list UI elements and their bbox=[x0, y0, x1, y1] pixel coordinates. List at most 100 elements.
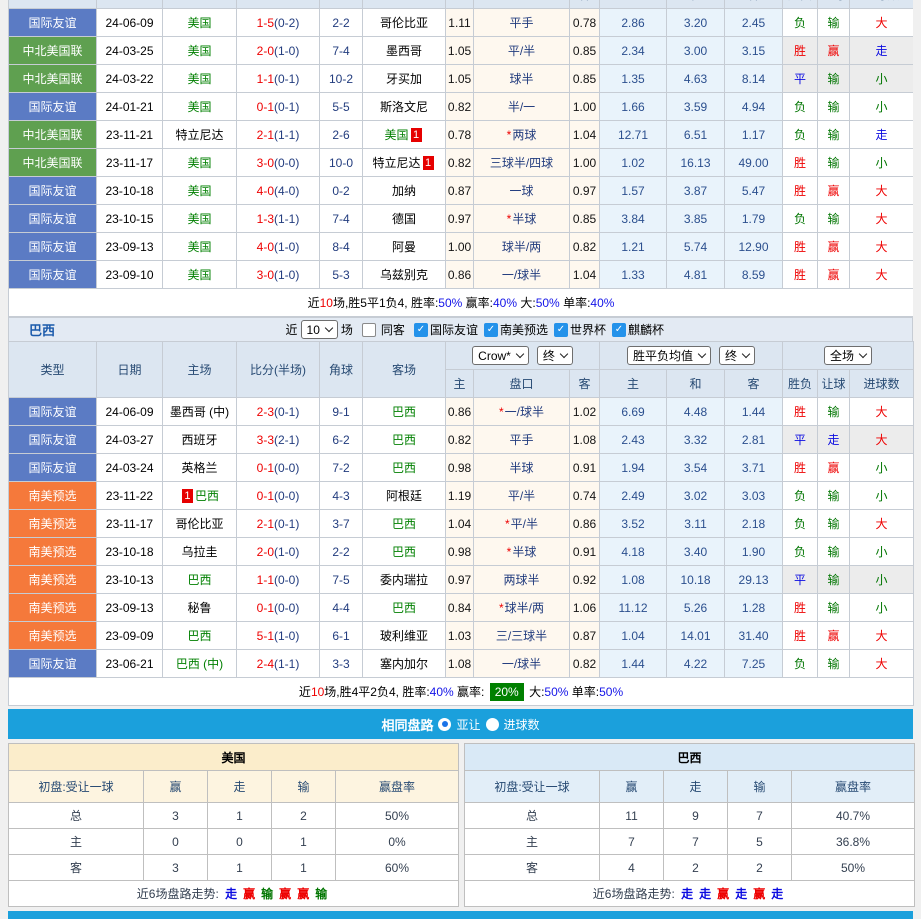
handicap-cell: *平/半 bbox=[473, 509, 570, 538]
early-odds-star: * bbox=[498, 601, 504, 615]
compare-col-header: 赢 bbox=[599, 770, 665, 803]
home-team-cell: 哥伦比亚 bbox=[162, 509, 237, 538]
trend-cell: 近6场盘路走势: 走走赢走赢走 bbox=[464, 880, 916, 907]
home-team-cell: 特立尼达 bbox=[162, 120, 237, 149]
league-type-cell: 国际友谊 bbox=[8, 92, 97, 121]
away-odds-cell: 0.82 bbox=[568, 649, 601, 678]
draw-mean-odds-cell: 3.85 bbox=[666, 204, 725, 233]
handicap-cell: 半球 bbox=[473, 453, 570, 482]
record-summary: 近10场,胜4平2负4, 胜率:40% 赢率: 20% 大:50% 单率:50% bbox=[7, 677, 915, 706]
away-odds-cell: 0.85 bbox=[569, 204, 600, 233]
away-odds-cell: 1.08 bbox=[568, 425, 601, 454]
draw-mean-odds-cell: 5.26 bbox=[666, 593, 726, 622]
handicap-cell: *一/球半 bbox=[473, 397, 570, 426]
early-odds-star: * bbox=[506, 128, 512, 142]
brazil-summary-row: 近10场,胜4平2负4, 胜率:40% 赢率: 20% 大:50% 单率:50% bbox=[7, 677, 915, 706]
corner-cell: 10-0 bbox=[319, 148, 363, 177]
mean-odds-value: 胜平负均值 bbox=[633, 349, 694, 363]
home-team-cell: 西班牙 bbox=[162, 425, 237, 454]
trend-label: 近6场盘路走势: bbox=[592, 887, 679, 901]
away-odds-cell: 1.00 bbox=[569, 92, 600, 121]
away-odds-cell: 1.04 bbox=[569, 260, 600, 289]
result-cell: 平 bbox=[782, 565, 819, 594]
date-cell: 23-11-22 bbox=[96, 481, 163, 510]
same-away-checkbox[interactable] bbox=[361, 322, 376, 337]
home-odds-cell: 0.98 bbox=[445, 453, 474, 482]
result-cell: 负 bbox=[782, 481, 819, 510]
record-summary: 近10场,胜5平1负4, 胜率:50% 赢率:40% 大:50% 单率:40% bbox=[8, 288, 913, 317]
goals-result-cell: 走 bbox=[849, 36, 913, 65]
league-type-cell: 南美预选 bbox=[8, 509, 97, 538]
date-cell: 23-11-17 bbox=[96, 509, 163, 538]
match-row: 中北美国联 23-11-17 美国 3-0(0-0) 10-0 特立尼达 1 0.82 三球半/… bbox=[8, 148, 913, 177]
score-cell: 0-1(0-0) bbox=[236, 593, 320, 622]
checkbox-league-0[interactable]: ✓ bbox=[413, 322, 428, 337]
col-handicap-result: 让球 bbox=[817, 369, 851, 398]
draw-mean-odds-cell: 3.20 bbox=[666, 8, 725, 37]
trend-result-char: 走 bbox=[225, 887, 238, 901]
home-team-cell: 美国 bbox=[162, 204, 237, 233]
mean-odds-select[interactable]: 胜平负均值 bbox=[627, 346, 712, 365]
away-odds-cell: 0.82 bbox=[569, 232, 600, 261]
odds-stage-select[interactable]: 终 bbox=[536, 346, 573, 365]
score-cell: 2-0(1-0) bbox=[236, 36, 320, 65]
asian-handicap-radio[interactable] bbox=[438, 717, 452, 731]
compare-value-cell: 0 bbox=[207, 828, 272, 855]
early-odds-star: * bbox=[498, 405, 504, 419]
draw-mean-odds-cell: 16.13 bbox=[666, 148, 725, 177]
match-row: 国际友谊 24-06-09 美国 1-5(0-2) 2-2 哥伦比亚 1.11 平手 0.78 2… bbox=[8, 8, 913, 37]
trend-result-char: 输 bbox=[261, 887, 274, 901]
away-team-cell: 巴西 bbox=[362, 593, 446, 622]
away-team-cell: 阿曼 bbox=[362, 232, 446, 261]
away-odds-cell: 0.97 bbox=[569, 176, 600, 205]
league-type-cell: 国际友谊 bbox=[8, 649, 97, 678]
mean-stage-select[interactable]: 终 bbox=[719, 346, 756, 365]
handicap-cell: 平/半 bbox=[473, 36, 570, 65]
away-team-cell: 斯洛文尼 bbox=[362, 92, 446, 121]
away-team-cell: 德国 bbox=[362, 204, 446, 233]
checkbox-league-2[interactable]: ✓ bbox=[553, 322, 568, 337]
col-mean-away: 客 bbox=[724, 369, 784, 398]
home-mean-odds-cell: 1.94 bbox=[599, 453, 668, 482]
scope-select[interactable]: 全场 bbox=[824, 346, 873, 365]
away-mean-odds-cell: 3.15 bbox=[724, 36, 783, 65]
goals-result-cell: 大 bbox=[849, 425, 915, 454]
handicap-result-cell: 输 bbox=[817, 397, 851, 426]
away-mean-odds-cell: 4.94 bbox=[724, 92, 783, 121]
checkbox-league-1[interactable]: ✓ bbox=[483, 322, 498, 337]
col-corner: 角球 bbox=[319, 341, 363, 398]
compare-value-cell: 3 bbox=[143, 802, 208, 829]
match-row: 国际友谊 23-10-18 美国 4-0(4-0) 0-2 加纳 0.87 一球 0.97 1.5… bbox=[8, 176, 913, 205]
handicap-result-cell: 赢 bbox=[817, 621, 851, 650]
home-team-cell: 巴西 bbox=[162, 565, 237, 594]
home-team-cell: 美国 bbox=[162, 176, 237, 205]
away-mean-odds-cell: 2.81 bbox=[724, 425, 784, 454]
bookmaker-select-value: Crow* bbox=[478, 348, 511, 363]
col-mean-home: 主 bbox=[599, 0, 667, 9]
away-odds-cell: 0.74 bbox=[568, 481, 601, 510]
draw-mean-odds-cell: 5.74 bbox=[666, 232, 725, 261]
corner-cell: 10-2 bbox=[319, 64, 363, 93]
checkbox-league-3[interactable]: ✓ bbox=[611, 322, 626, 337]
row-label-cell: 主 bbox=[8, 828, 144, 855]
handicap-result-cell: 输 bbox=[817, 8, 850, 37]
mean-select-group: 胜平负均值 终 bbox=[599, 341, 784, 370]
home-odds-cell: 1.08 bbox=[445, 649, 474, 678]
bookmaker-select[interactable]: Crow* bbox=[472, 346, 529, 365]
draw-mean-odds-cell: 3.59 bbox=[666, 92, 725, 121]
league-label: 国际友谊 bbox=[429, 323, 478, 337]
goals-result-cell: 大 bbox=[849, 397, 915, 426]
col-mean-home: 主 bbox=[599, 369, 668, 398]
corner-cell: 9-1 bbox=[319, 397, 363, 426]
compare-value-cell: 50% bbox=[334, 802, 460, 829]
handicap-cell: *半球 bbox=[473, 537, 570, 566]
col-away-odds: 客 bbox=[569, 0, 600, 9]
summary-segment: 50% bbox=[599, 685, 624, 699]
rank-badge: 1 bbox=[181, 489, 193, 503]
compare-data-row: 客 4 2 2 50% bbox=[464, 854, 916, 881]
match-row: 国际友谊 23-06-21 巴西 (中) 2-4(1-1) 3-3 塞内加尔 1.08 一/球… bbox=[8, 649, 915, 678]
match-row: 中北美国联 24-03-25 美国 2-0(1-0) 7-4 墨西哥 1.05 平/半 0.85… bbox=[8, 36, 913, 65]
date-cell: 23-09-13 bbox=[96, 232, 163, 261]
match-count-select[interactable]: 10 bbox=[300, 320, 338, 339]
goals-radio[interactable] bbox=[485, 717, 499, 731]
